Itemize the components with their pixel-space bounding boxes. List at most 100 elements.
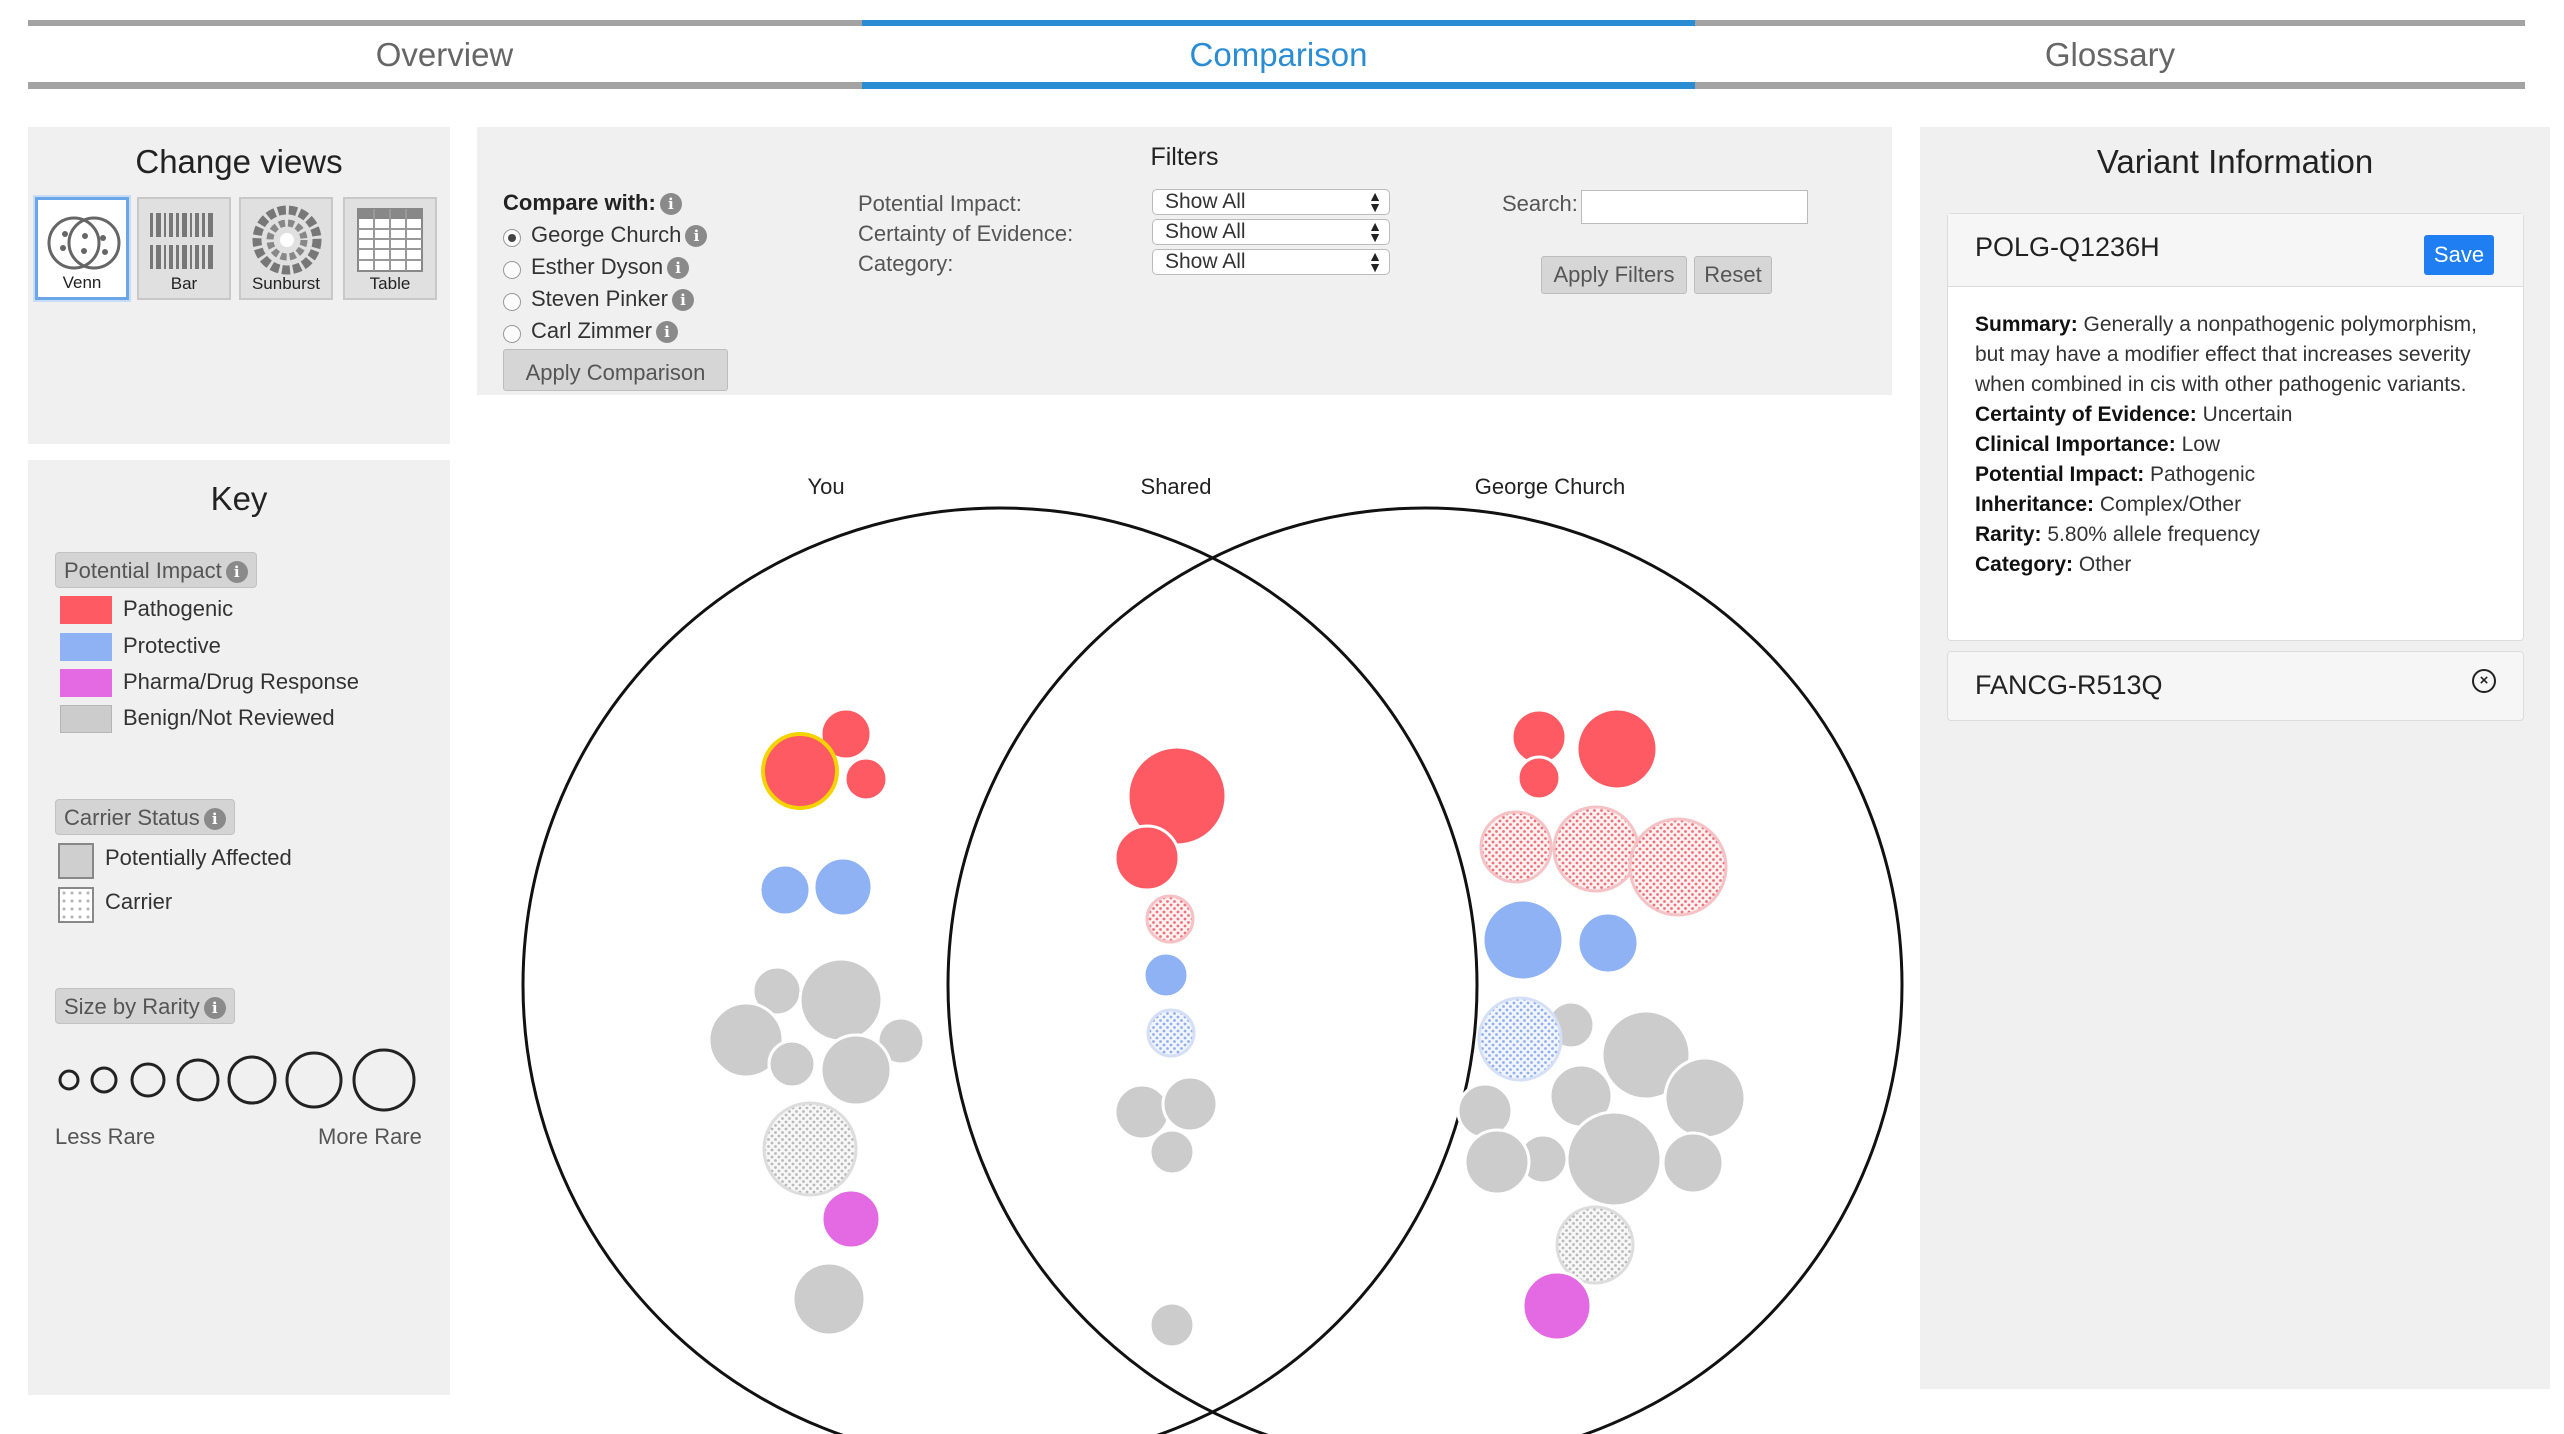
variant-bubble[interactable]	[1552, 805, 1640, 893]
compare-with-text: Compare with:	[503, 190, 656, 215]
radio-carl-zimmer[interactable]	[503, 325, 521, 343]
radio-steven-pinker[interactable]	[503, 293, 521, 311]
potential-impact-select[interactable]: Show All ▲ ▼	[1152, 189, 1390, 215]
variant-bubble[interactable]	[1565, 1110, 1663, 1208]
apply-comparison-button[interactable]: Apply Comparison	[503, 349, 728, 391]
detail-certainty: Certainty of Evidence: Uncertain	[1975, 400, 2505, 430]
info-icon[interactable]: i	[203, 808, 226, 831]
detail-key: Certainty of Evidence:	[1975, 403, 2197, 426]
info-icon[interactable]: i	[225, 561, 248, 584]
variant-bubble[interactable]	[1463, 1128, 1531, 1196]
detail-key: Summary:	[1975, 313, 2078, 336]
variant-bubble[interactable]	[843, 756, 889, 802]
carrier-swatch	[58, 887, 94, 923]
pharma-swatch	[60, 669, 112, 697]
active-tab-underline	[862, 82, 1695, 89]
variant-bubble[interactable]	[1146, 1008, 1196, 1058]
view-bar-button[interactable]: Bar	[137, 197, 231, 300]
variant-bubble[interactable]	[1145, 894, 1195, 944]
save-button[interactable]: Save	[2424, 235, 2494, 275]
potentially-affected-swatch	[58, 843, 94, 879]
variant-bubble[interactable]	[1516, 755, 1562, 801]
detail-key: Potential Impact:	[1975, 463, 2145, 486]
bar-chart-icon	[150, 213, 213, 269]
apply-filters-button[interactable]: Apply Filters	[1541, 256, 1687, 294]
category-filter-label: Category:	[858, 251, 954, 276]
venn-right-label: George Church	[1474, 474, 1626, 499]
info-icon[interactable]: i	[671, 289, 694, 312]
potential-impact-filter-label: Potential Impact:	[858, 191, 1022, 216]
view-table-button[interactable]: Table	[343, 197, 437, 300]
pathogenic-swatch	[60, 596, 112, 624]
variant-card-collapsed[interactable]: FANCG-R513Q ×	[1947, 651, 2524, 721]
person-label: Steven Pinker i	[531, 286, 694, 312]
size-by-rarity-chip[interactable]: Size by Rarity i	[55, 988, 235, 1024]
variant-bubble[interactable]	[1148, 1301, 1196, 1349]
info-icon[interactable]: i	[685, 225, 708, 248]
info-icon[interactable]: i	[203, 997, 226, 1020]
variant-bubble[interactable]	[1148, 1128, 1196, 1176]
variant-bubble[interactable]	[1663, 1056, 1747, 1140]
variant-bubble[interactable]	[1600, 1009, 1692, 1101]
detail-key: Category:	[1975, 553, 2074, 576]
less-rare-label: Less Rare	[55, 1124, 156, 1149]
filters-title: Filters	[1150, 143, 1219, 171]
pharma-label: Pharma/Drug Response	[123, 669, 360, 694]
radio-george-church[interactable]	[503, 229, 521, 247]
variant-bubble[interactable]	[1521, 1270, 1593, 1342]
carrier-status-chip[interactable]: Carrier Status i	[55, 799, 235, 835]
detail-inheritance: Inheritance: Complex/Other	[1975, 490, 2505, 520]
variant-bubble[interactable]	[1477, 996, 1563, 1082]
view-bar-label: Bar	[170, 274, 198, 293]
select-arrows-icon: ▲ ▼	[1368, 248, 1382, 275]
variant-bubble[interactable]	[820, 1188, 882, 1250]
variant-bubble[interactable]	[1555, 1205, 1635, 1285]
variant-bubble[interactable]	[1576, 911, 1640, 975]
tabs-bottom-border-right	[1695, 82, 2525, 89]
person-name: Carl Zimmer	[531, 318, 652, 343]
category-select[interactable]: Show All ▲ ▼	[1152, 249, 1390, 275]
tab-glossary[interactable]: Glossary	[2044, 36, 2176, 73]
variant-bubble[interactable]	[762, 1101, 858, 1197]
variant-bubble-selected[interactable]	[761, 732, 839, 810]
pathogenic-label: Pathogenic	[123, 596, 234, 621]
variant-bubble[interactable]	[758, 863, 812, 917]
variant-bubble[interactable]	[1628, 817, 1728, 917]
variant-bubble[interactable]	[1161, 1075, 1219, 1133]
potentially-affected-label: Potentially Affected	[105, 845, 292, 870]
certainty-select[interactable]: Show All ▲ ▼	[1152, 219, 1390, 245]
variant-bubble[interactable]	[1481, 898, 1565, 982]
variant-bubble[interactable]	[819, 1033, 893, 1107]
tab-overview[interactable]: Overview	[375, 36, 514, 73]
info-icon[interactable]: i	[667, 257, 690, 280]
variant-bubble[interactable]	[798, 957, 884, 1043]
variant-bubble[interactable]	[812, 856, 874, 918]
variant-card-expanded: POLG-Q1236H Save Summary: Generally a no…	[1947, 213, 2524, 641]
variant-bubble[interactable]	[819, 707, 873, 761]
variant-bubble[interactable]	[1661, 1131, 1725, 1195]
select-value: Show All	[1165, 250, 1246, 273]
variant-bubble[interactable]	[707, 1001, 785, 1079]
tab-comparison[interactable]: Comparison	[1189, 36, 1368, 73]
view-venn-button[interactable]: Venn	[35, 197, 129, 300]
variant-bubble[interactable]	[767, 1039, 817, 1089]
radio-esther-dyson[interactable]	[503, 261, 521, 279]
info-icon[interactable]: i	[656, 321, 678, 344]
detail-value: Complex/Other	[2099, 493, 2242, 516]
detail-value: Other	[2078, 553, 2132, 576]
info-icon[interactable]: i	[659, 193, 682, 216]
potential-impact-chip[interactable]: Potential Impact i	[55, 552, 257, 588]
view-sunburst-button[interactable]: Sunburst	[239, 197, 333, 300]
variant-bubble[interactable]	[1113, 1083, 1171, 1141]
variant-bubble[interactable]	[1479, 810, 1553, 884]
search-input[interactable]	[1581, 190, 1808, 224]
variant-bubble[interactable]	[791, 1261, 867, 1337]
variant-bubble[interactable]	[1575, 707, 1659, 791]
benign-label: Benign/Not Reviewed	[123, 705, 335, 730]
close-icon[interactable]: ×	[2472, 669, 2496, 693]
variant-bubble[interactable]	[1113, 824, 1181, 892]
reset-button[interactable]: Reset	[1694, 256, 1772, 294]
potential-impact-chip-label: Potential Impact	[64, 558, 222, 583]
detail-summary: Summary: Generally a nonpathogenic polym…	[1975, 310, 2505, 400]
variant-bubble[interactable]	[1142, 951, 1190, 999]
